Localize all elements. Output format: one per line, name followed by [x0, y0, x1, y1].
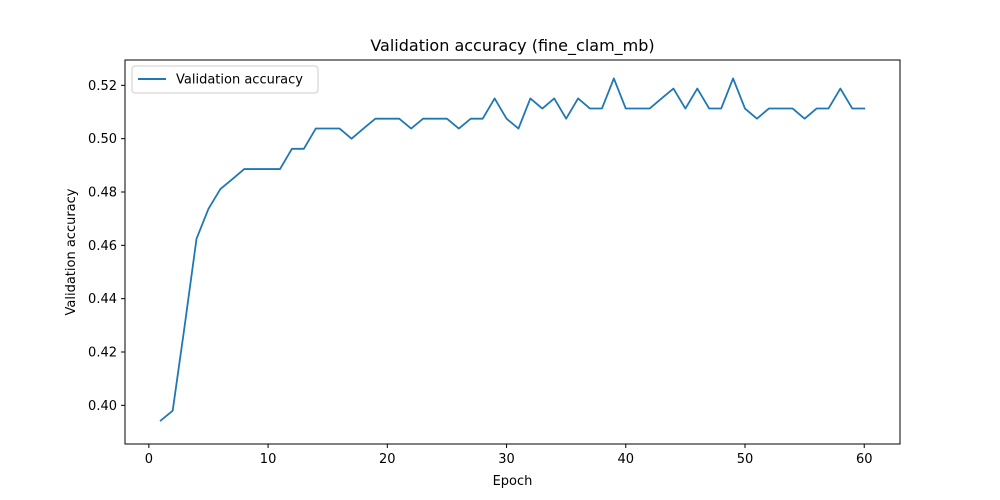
data-point: [458, 128, 460, 130]
data-point: [398, 118, 400, 120]
data-point: [589, 108, 591, 110]
data-point: [529, 98, 531, 100]
x-axis-ticks: 0 10 20 30 40 50 60: [145, 444, 873, 467]
data-point: [541, 108, 543, 110]
data-point: [780, 108, 782, 110]
data-point: [434, 118, 436, 120]
y-tick-label: 0.52: [88, 79, 117, 94]
y-axis-ticks: 0.40 0.42 0.44 0.46 0.48 0.50 0.52: [88, 79, 125, 414]
legend-label: Validation accuracy: [176, 73, 303, 88]
x-tick-label: 60: [856, 452, 873, 467]
data-point: [482, 118, 484, 120]
data-point: [684, 108, 686, 110]
data-point: [744, 108, 746, 110]
data-point: [756, 118, 758, 120]
data-point: [184, 325, 186, 327]
data-point: [708, 108, 710, 110]
data-point: [804, 118, 806, 120]
data-point: [339, 128, 341, 130]
data-point: [494, 98, 496, 100]
x-tick-label: 50: [737, 452, 754, 467]
data-point: [518, 128, 520, 130]
data-point: [577, 98, 579, 100]
data-point: [637, 108, 639, 110]
data-point: [839, 88, 841, 90]
data-point: [410, 128, 412, 130]
data-point: [625, 108, 627, 110]
y-tick-label: 0.42: [88, 346, 117, 361]
data-point: [160, 420, 162, 422]
data-point: [553, 98, 555, 100]
x-axis-title: Epoch: [493, 474, 533, 489]
data-point: [315, 128, 317, 130]
data-point: [196, 238, 198, 240]
data-point: [673, 88, 675, 90]
data-point: [279, 168, 281, 170]
data-point: [386, 118, 388, 120]
data-point: [219, 188, 221, 190]
data-point: [351, 138, 353, 140]
data-point: [327, 128, 329, 130]
y-axis-title: Validation accuracy: [64, 188, 79, 315]
data-point: [255, 168, 257, 170]
data-point: [768, 108, 770, 110]
data-point: [363, 128, 365, 130]
data-point: [720, 108, 722, 110]
data-point: [291, 148, 293, 150]
y-tick-label: 0.44: [88, 292, 117, 307]
data-point: [661, 98, 663, 100]
data-point: [601, 108, 603, 110]
data-point: [816, 108, 818, 110]
y-tick-label: 0.40: [88, 399, 117, 414]
data-point: [231, 178, 233, 180]
x-tick-label: 20: [379, 452, 396, 467]
y-tick-label: 0.48: [88, 186, 117, 201]
data-point: [422, 118, 424, 120]
data-point: [863, 108, 865, 110]
data-point: [470, 118, 472, 120]
data-point: [303, 148, 305, 150]
data-point: [446, 118, 448, 120]
series-layer: [159, 77, 866, 422]
y-tick-label: 0.46: [88, 239, 117, 254]
axes-frame: [124, 59, 901, 445]
data-point: [732, 78, 734, 80]
x-tick-label: 30: [498, 452, 515, 467]
data-point: [208, 208, 210, 210]
data-point: [649, 108, 651, 110]
data-point: [696, 88, 698, 90]
data-point: [172, 410, 174, 412]
data-point: [267, 168, 269, 170]
data-point: [828, 108, 830, 110]
data-point: [243, 168, 245, 170]
x-tick-label: 0: [145, 452, 153, 467]
x-tick-label: 40: [617, 452, 634, 467]
legend: Validation accuracy: [131, 65, 319, 94]
series-line-0: [159, 77, 866, 422]
data-point: [374, 118, 376, 120]
data-point: [851, 108, 853, 110]
data-point: [792, 108, 794, 110]
chart-title: Validation accuracy (fine_clam_mb): [370, 36, 654, 56]
x-tick-label: 10: [260, 452, 277, 467]
legend-box: [131, 65, 319, 94]
data-point: [565, 118, 567, 120]
plot-area: 0 10 20 30 40 50 60 0.400.420.440.460.480.500.…: [88, 59, 901, 467]
data-point: [613, 78, 615, 80]
y-tick-label: 0.50: [88, 132, 117, 147]
data-point: [506, 118, 508, 120]
